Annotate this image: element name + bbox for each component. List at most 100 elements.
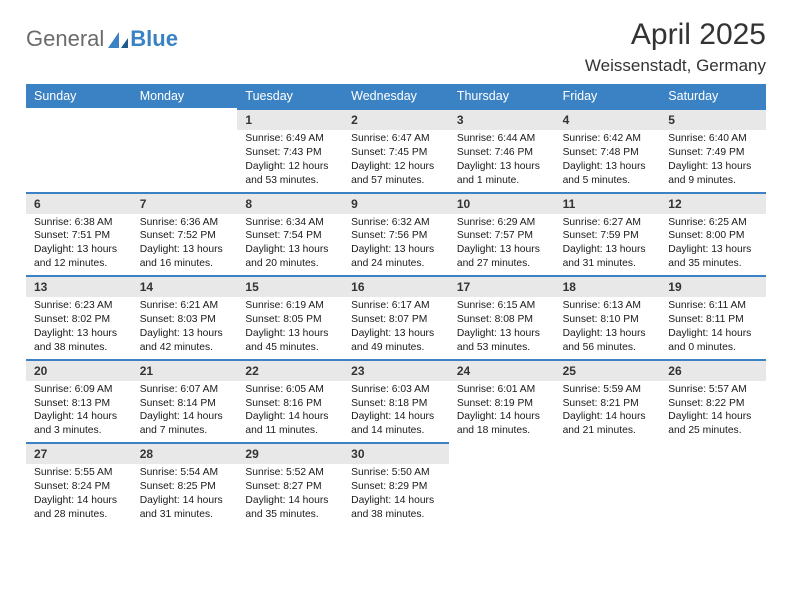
day-number: 2 [343,108,449,130]
location-label: Weissenstadt, Germany [585,56,766,76]
day-details: Sunrise: 6:17 AMSunset: 8:07 PMDaylight:… [343,297,449,359]
calendar-body: 1Sunrise: 6:49 AMSunset: 7:43 PMDaylight… [26,108,766,526]
sunset-text: Sunset: 7:56 PM [351,229,441,243]
day-cell: 16Sunrise: 6:17 AMSunset: 8:07 PMDayligh… [343,275,449,359]
sunset-text: Sunset: 8:14 PM [140,397,230,411]
sunset-text: Sunset: 7:46 PM [457,146,547,160]
empty-cell [132,108,238,192]
sunrise-text: Sunrise: 6:36 AM [140,216,230,230]
day-header-row: SundayMondayTuesdayWednesdayThursdayFrid… [26,84,766,108]
day-number: 21 [132,359,238,381]
day-details: Sunrise: 6:23 AMSunset: 8:02 PMDaylight:… [26,297,132,359]
day-details: Sunrise: 6:34 AMSunset: 7:54 PMDaylight:… [237,214,343,276]
sunset-text: Sunset: 8:08 PM [457,313,547,327]
sunrise-text: Sunrise: 6:05 AM [245,383,335,397]
sunrise-text: Sunrise: 5:50 AM [351,466,441,480]
day-header-cell: Saturday [660,84,766,108]
day-number: 22 [237,359,343,381]
day-cell: 14Sunrise: 6:21 AMSunset: 8:03 PMDayligh… [132,275,238,359]
day-number: 17 [449,275,555,297]
sunset-text: Sunset: 7:45 PM [351,146,441,160]
day-number: 24 [449,359,555,381]
day-cell: 28Sunrise: 5:54 AMSunset: 8:25 PMDayligh… [132,442,238,526]
sunset-text: Sunset: 8:03 PM [140,313,230,327]
calendar-week: 20Sunrise: 6:09 AMSunset: 8:13 PMDayligh… [26,359,766,443]
day-number: 18 [555,275,661,297]
daylight-text: Daylight: 13 hours and 31 minutes. [563,243,653,271]
day-details: Sunrise: 6:09 AMSunset: 8:13 PMDaylight:… [26,381,132,443]
daylight-text: Daylight: 14 hours and 11 minutes. [245,410,335,438]
day-details: Sunrise: 6:36 AMSunset: 7:52 PMDaylight:… [132,214,238,276]
day-number: 4 [555,108,661,130]
sunset-text: Sunset: 7:59 PM [563,229,653,243]
sunrise-text: Sunrise: 5:54 AM [140,466,230,480]
day-number: 28 [132,442,238,464]
day-number: 23 [343,359,449,381]
sunrise-text: Sunrise: 6:42 AM [563,132,653,146]
day-details: Sunrise: 6:03 AMSunset: 8:18 PMDaylight:… [343,381,449,443]
day-header-cell: Friday [555,84,661,108]
sunset-text: Sunset: 8:29 PM [351,480,441,494]
sunrise-text: Sunrise: 6:13 AM [563,299,653,313]
day-header-cell: Monday [132,84,238,108]
day-number: 8 [237,192,343,214]
sunset-text: Sunset: 7:48 PM [563,146,653,160]
daylight-text: Daylight: 13 hours and 45 minutes. [245,327,335,355]
day-details: Sunrise: 6:42 AMSunset: 7:48 PMDaylight:… [555,130,661,192]
sunrise-text: Sunrise: 6:27 AM [563,216,653,230]
day-cell: 29Sunrise: 5:52 AMSunset: 8:27 PMDayligh… [237,442,343,526]
day-cell: 24Sunrise: 6:01 AMSunset: 8:19 PMDayligh… [449,359,555,443]
sunset-text: Sunset: 7:54 PM [245,229,335,243]
sunset-text: Sunset: 7:51 PM [34,229,124,243]
logo-name-part1: General [26,26,104,52]
day-cell: 15Sunrise: 6:19 AMSunset: 8:05 PMDayligh… [237,275,343,359]
sunset-text: Sunset: 8:25 PM [140,480,230,494]
day-cell: 10Sunrise: 6:29 AMSunset: 7:57 PMDayligh… [449,192,555,276]
sail-icon [108,32,128,48]
day-header-cell: Thursday [449,84,555,108]
day-cell: 13Sunrise: 6:23 AMSunset: 8:02 PMDayligh… [26,275,132,359]
empty-cell [26,108,132,192]
day-details: Sunrise: 5:54 AMSunset: 8:25 PMDaylight:… [132,464,238,526]
sunrise-text: Sunrise: 6:25 AM [668,216,758,230]
logo-name-part2: Blue [130,26,178,52]
sunrise-text: Sunrise: 6:47 AM [351,132,441,146]
daylight-text: Daylight: 13 hours and 27 minutes. [457,243,547,271]
daylight-text: Daylight: 13 hours and 9 minutes. [668,160,758,188]
day-number: 11 [555,192,661,214]
daylight-text: Daylight: 13 hours and 12 minutes. [34,243,124,271]
sunset-text: Sunset: 8:05 PM [245,313,335,327]
day-details: Sunrise: 6:32 AMSunset: 7:56 PMDaylight:… [343,214,449,276]
day-header-cell: Tuesday [237,84,343,108]
sunrise-text: Sunrise: 6:19 AM [245,299,335,313]
day-details: Sunrise: 6:47 AMSunset: 7:45 PMDaylight:… [343,130,449,192]
daylight-text: Daylight: 14 hours and 38 minutes. [351,494,441,522]
sunset-text: Sunset: 8:18 PM [351,397,441,411]
daylight-text: Daylight: 13 hours and 56 minutes. [563,327,653,355]
day-cell: 3Sunrise: 6:44 AMSunset: 7:46 PMDaylight… [449,108,555,192]
sunset-text: Sunset: 8:00 PM [668,229,758,243]
sunset-text: Sunset: 8:27 PM [245,480,335,494]
calendar-week: 13Sunrise: 6:23 AMSunset: 8:02 PMDayligh… [26,275,766,359]
logo: General Blue [26,20,178,52]
day-number: 3 [449,108,555,130]
day-cell: 18Sunrise: 6:13 AMSunset: 8:10 PMDayligh… [555,275,661,359]
day-number: 10 [449,192,555,214]
day-details: Sunrise: 5:57 AMSunset: 8:22 PMDaylight:… [660,381,766,443]
sunrise-text: Sunrise: 5:59 AM [563,383,653,397]
sunset-text: Sunset: 8:16 PM [245,397,335,411]
day-number: 16 [343,275,449,297]
sunrise-text: Sunrise: 5:55 AM [34,466,124,480]
sunset-text: Sunset: 8:02 PM [34,313,124,327]
daylight-text: Daylight: 14 hours and 0 minutes. [668,327,758,355]
day-details: Sunrise: 6:13 AMSunset: 8:10 PMDaylight:… [555,297,661,359]
sunrise-text: Sunrise: 6:01 AM [457,383,547,397]
day-number: 29 [237,442,343,464]
day-details: Sunrise: 6:15 AMSunset: 8:08 PMDaylight:… [449,297,555,359]
day-number: 19 [660,275,766,297]
day-details: Sunrise: 6:27 AMSunset: 7:59 PMDaylight:… [555,214,661,276]
sunrise-text: Sunrise: 6:07 AM [140,383,230,397]
day-cell: 4Sunrise: 6:42 AMSunset: 7:48 PMDaylight… [555,108,661,192]
sunrise-text: Sunrise: 6:32 AM [351,216,441,230]
sunset-text: Sunset: 8:13 PM [34,397,124,411]
